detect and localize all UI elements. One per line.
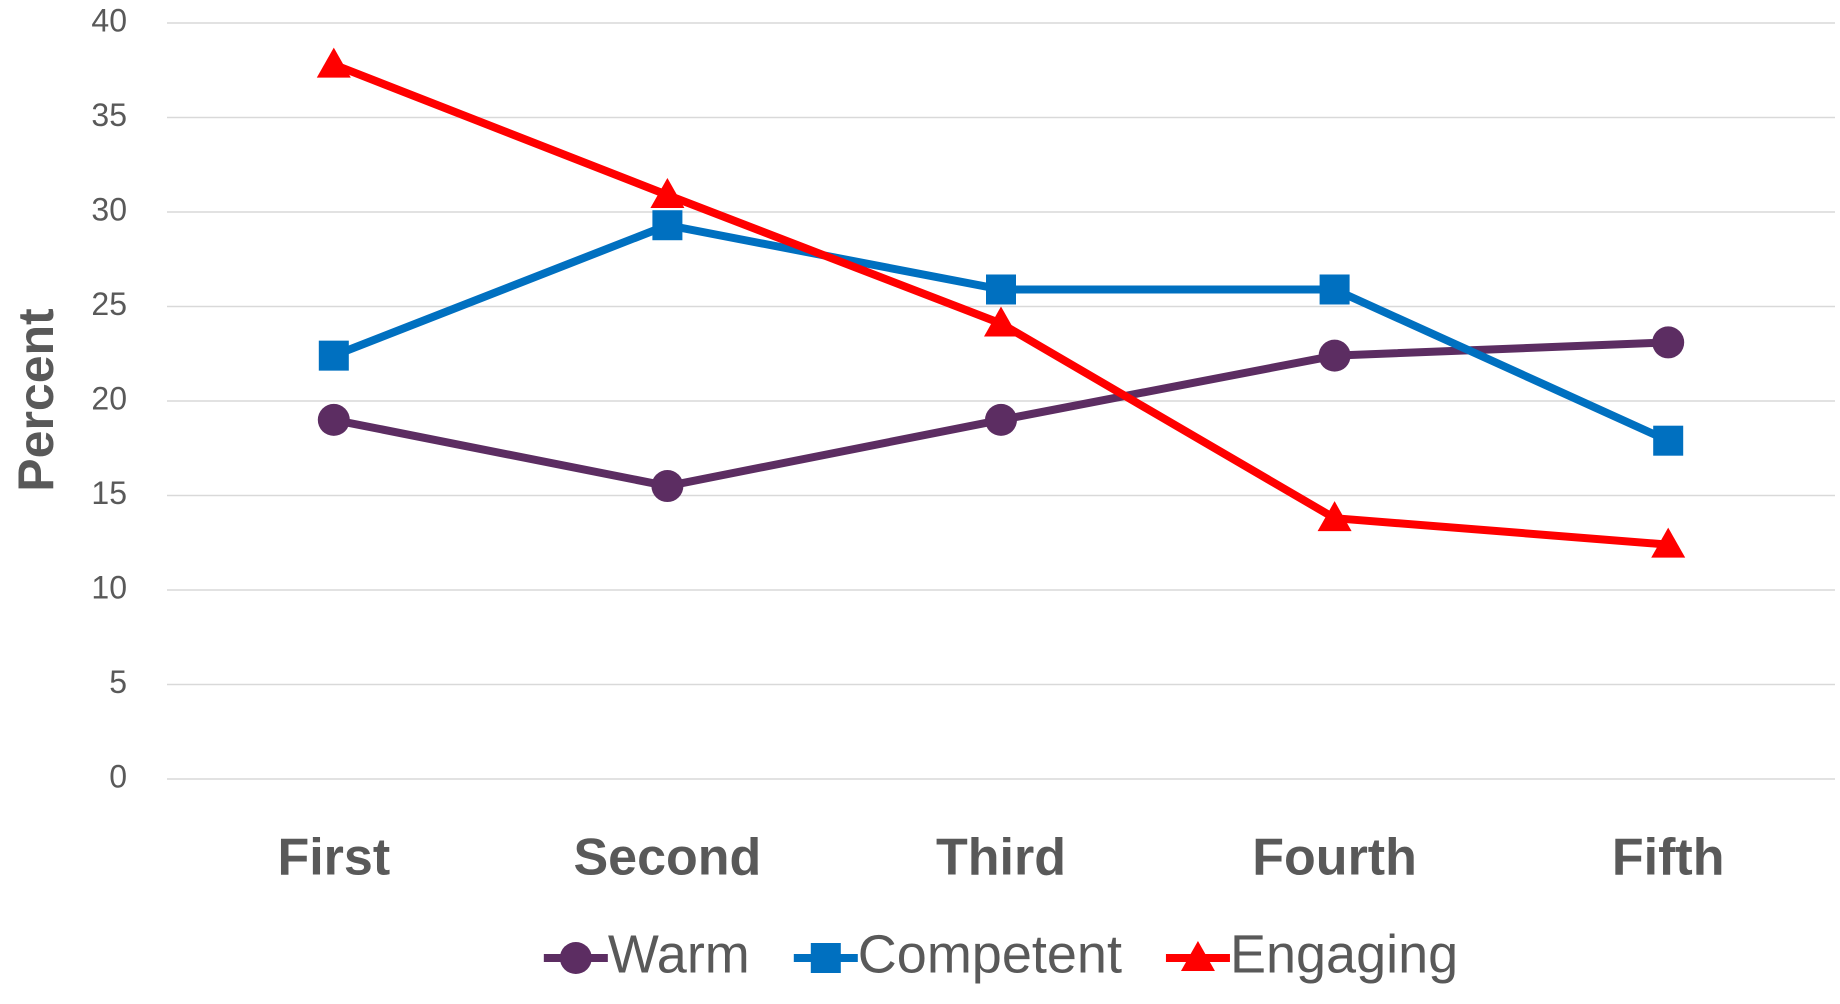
y-tick-label: 5 xyxy=(109,664,127,700)
data-point xyxy=(316,47,351,78)
x-tick-label: Third xyxy=(936,829,1066,887)
data-point xyxy=(1317,501,1352,532)
data-point xyxy=(318,340,349,371)
x-tick-label: Fifth xyxy=(1612,829,1725,887)
data-point xyxy=(1319,274,1350,305)
legend-label: Engaging xyxy=(1230,924,1458,984)
legend-marker xyxy=(1180,941,1215,971)
legend-marker xyxy=(559,942,592,974)
data-point xyxy=(1651,527,1686,558)
y-tick-label: 20 xyxy=(91,380,127,416)
y-tick-label: 25 xyxy=(91,286,127,322)
data-point xyxy=(986,274,1016,305)
y-tick-label: 15 xyxy=(91,475,127,511)
x-tick-label: Second xyxy=(573,829,761,887)
legend-label: Competent xyxy=(858,924,1122,984)
data-point xyxy=(652,210,683,241)
y-tick-label: 40 xyxy=(91,2,127,38)
legend-marker xyxy=(810,943,841,973)
y-axis-label: Percent xyxy=(8,308,64,492)
data-point xyxy=(984,306,1018,337)
series-line xyxy=(332,60,1669,549)
legend: Warm Competent Engaging xyxy=(543,924,1458,984)
data-point xyxy=(1318,339,1351,372)
y-tick-label: 30 xyxy=(91,191,127,227)
x-tick-label: First xyxy=(277,829,390,887)
data-point xyxy=(651,470,684,503)
x-tick-label: Fourth xyxy=(1252,829,1417,887)
y-tick-label: 0 xyxy=(109,758,127,794)
y-tick-label: 35 xyxy=(91,97,127,133)
data-point xyxy=(1652,326,1685,359)
y-tick-label: 10 xyxy=(91,569,127,605)
data-point xyxy=(985,403,1017,436)
data-point xyxy=(317,403,350,436)
data-point xyxy=(650,177,685,208)
data-point xyxy=(1653,425,1684,456)
legend-label: Warm xyxy=(608,924,750,984)
